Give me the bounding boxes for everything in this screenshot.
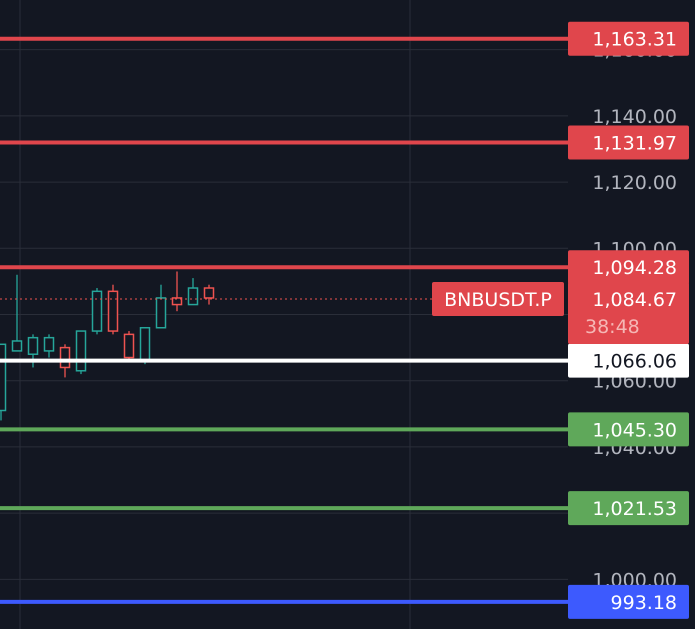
level-price-badge (568, 250, 689, 285)
candle-body (123, 333, 135, 359)
level-price-badge (568, 125, 689, 160)
candle-body (0, 343, 7, 412)
candle[interactable] (0, 343, 7, 421)
price-tick-label: 1,120.00 (592, 172, 677, 194)
level-price-badge (568, 412, 689, 447)
candle-body (11, 340, 23, 352)
level-price-label: 1,131.97 (592, 132, 677, 154)
candle[interactable] (43, 334, 55, 358)
level-109428[interactable]: 1,094.28 (0, 250, 689, 285)
current-price-label: 1,084.67 (592, 289, 677, 311)
candle[interactable] (91, 288, 103, 335)
candle-body (91, 290, 103, 332)
candle[interactable] (171, 271, 183, 312)
bar-countdown: 38:48 (585, 316, 640, 338)
candle-body (107, 290, 119, 332)
grid (0, 0, 568, 629)
candle-body (139, 326, 151, 362)
symbol-badge (432, 282, 564, 317)
level-price-badge (568, 21, 689, 56)
level-99318[interactable]: 993.18 (0, 584, 689, 619)
level-price-badge (568, 584, 689, 619)
level-price-badge (568, 491, 689, 526)
horizontal-levels[interactable]: 1,163.31 1,131.97 1,066.06 1,045.30 1,021.53… (0, 21, 689, 619)
candle-body (27, 336, 39, 355)
level-price-label: 1,021.53 (592, 498, 677, 520)
candle[interactable] (75, 330, 87, 375)
symbol-label: BNBUSDT.P (444, 289, 552, 311)
level-113197[interactable]: 1,131.97 (0, 125, 689, 160)
candle[interactable] (123, 331, 135, 361)
level-price-label: 1,066.06 (592, 351, 677, 373)
candlesticks[interactable] (0, 271, 215, 421)
level-price-label: 1,045.30 (592, 419, 677, 441)
level-price-label: 1,163.31 (592, 29, 677, 51)
level-price-label: 993.18 (611, 592, 677, 614)
level-price-badge (568, 343, 689, 378)
level-price-label: 1,094.28 (592, 257, 677, 279)
candle-body (75, 330, 87, 372)
candle[interactable] (11, 274, 23, 352)
candle-body (171, 297, 183, 306)
level-102153[interactable]: 1,021.53 (0, 491, 689, 526)
candle-body (59, 346, 71, 369)
candle-body (155, 297, 167, 329)
current-price-badge (568, 282, 689, 345)
candle[interactable] (107, 284, 119, 335)
candle[interactable] (155, 284, 167, 329)
level-116331[interactable]: 1,163.31 (0, 21, 689, 56)
candle-body (43, 336, 55, 352)
price-tick-label: 1,140.00 (592, 106, 677, 128)
level-104530[interactable]: 1,045.30 (0, 412, 689, 447)
current-price-marker: BNBUSDT.P 1,084.67 38:48 (0, 282, 689, 345)
candle[interactable] (187, 278, 199, 306)
level-106606[interactable]: 1,066.06 (0, 343, 689, 378)
candle[interactable] (203, 284, 215, 305)
candle-body (187, 287, 199, 306)
candle-body (203, 287, 215, 299)
